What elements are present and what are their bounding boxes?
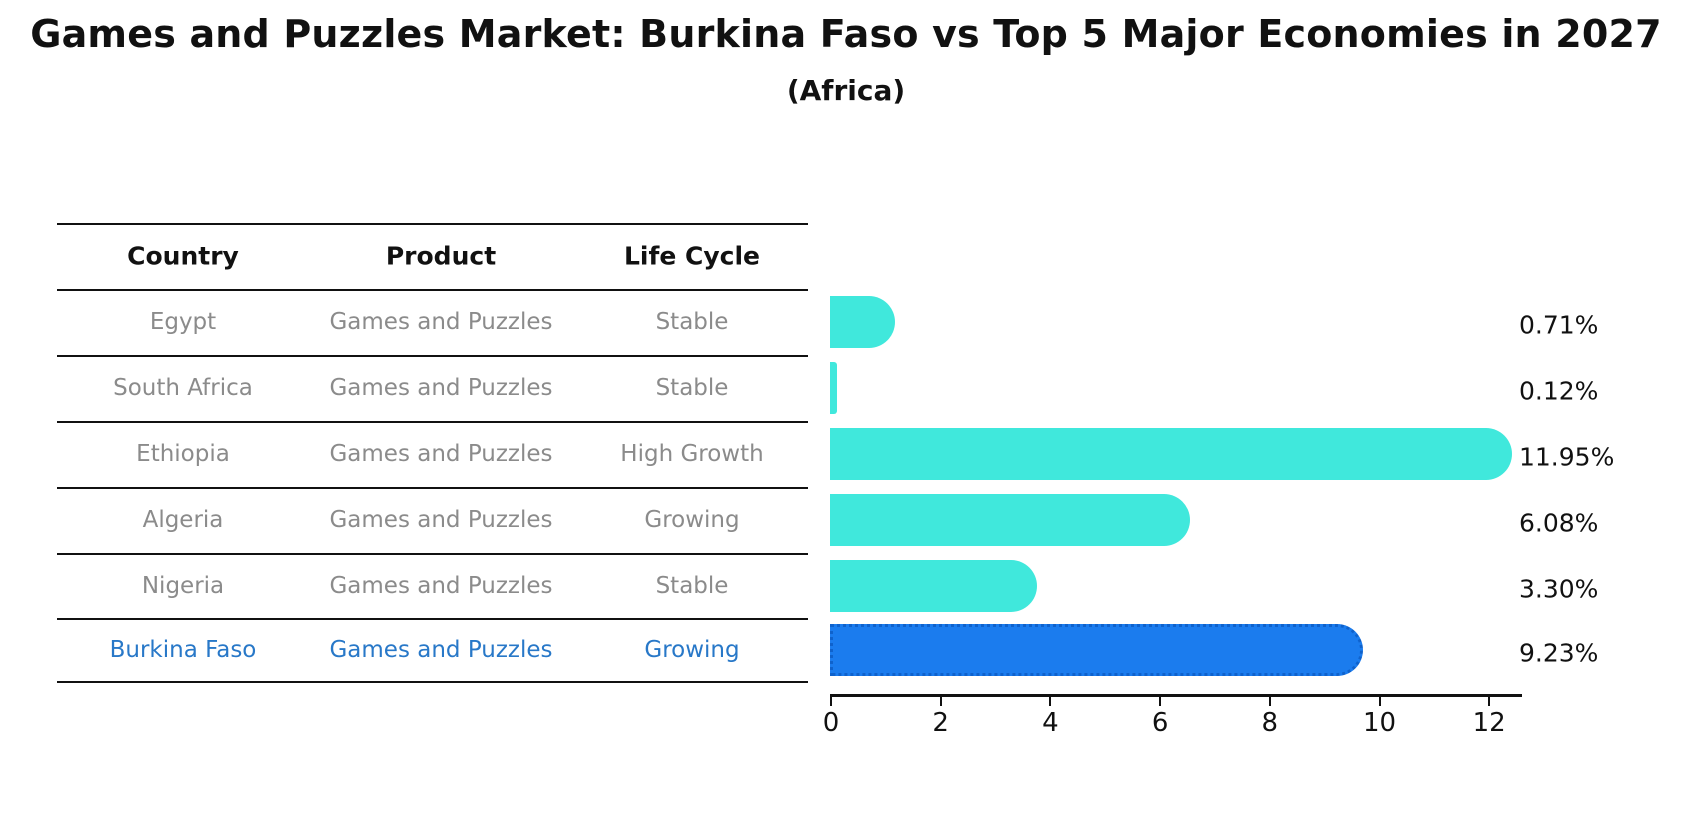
- row-separator-line: [57, 355, 808, 357]
- x-axis-tick-label: 12: [1472, 708, 1506, 738]
- x-axis-tick-label: 6: [1151, 708, 1169, 738]
- cell-product: Games and Puzzles: [329, 375, 553, 401]
- x-axis-tick-label: 8: [1261, 708, 1279, 738]
- cell-lifecycle: Stable: [655, 572, 729, 599]
- bar-value-label: 3.30%: [1519, 574, 1599, 603]
- x-axis-tick: [1378, 697, 1381, 706]
- x-axis-tick-label: 2: [932, 708, 949, 738]
- x-axis-tick: [939, 697, 942, 706]
- cell-product: Games and Puzzles: [329, 636, 553, 663]
- table-header-country: Country: [127, 241, 239, 271]
- bar-burkina-faso: [830, 623, 1363, 676]
- x-axis-tick: [1488, 697, 1491, 706]
- x-axis-tick: [1049, 697, 1052, 706]
- cell-lifecycle: High Growth: [620, 441, 764, 467]
- table-header-product: Product: [385, 241, 497, 271]
- row-separator-line: [57, 618, 808, 620]
- bar-value-label: 6.08%: [1519, 508, 1599, 538]
- cell-lifecycle: Stable: [655, 309, 729, 335]
- bar-value-label: 0.12%: [1519, 376, 1599, 406]
- x-axis-tick: [1268, 697, 1271, 706]
- cell-country: Nigeria: [141, 572, 225, 599]
- bar-value-label: 9.23%: [1519, 638, 1599, 667]
- cell-country: Ethiopia: [136, 441, 230, 467]
- cell-product: Games and Puzzles: [329, 572, 553, 599]
- cell-country: Burkina Faso: [109, 636, 257, 663]
- row-separator-line: [57, 553, 808, 555]
- x-axis-tick-label: 10: [1362, 708, 1397, 738]
- bar-nigeria: [830, 559, 1038, 612]
- bar-egypt: [830, 296, 895, 348]
- bar-algeria: [830, 494, 1190, 546]
- x-axis-tick: [1159, 697, 1162, 706]
- cell-country: Algeria: [142, 507, 224, 533]
- x-axis-tick-label: 0: [822, 708, 840, 738]
- cell-product: Games and Puzzles: [329, 507, 553, 533]
- bar-ethiopia: [830, 428, 1513, 480]
- x-axis-tick-label: 4: [1042, 708, 1059, 738]
- table-header-lifecycle: Life Cycle: [623, 241, 761, 271]
- cell-lifecycle: Growing: [644, 507, 740, 533]
- row-separator-line: [57, 421, 808, 423]
- bar-value-label: 0.71%: [1519, 310, 1599, 340]
- cell-lifecycle: Stable: [655, 375, 729, 401]
- x-axis-tick: [830, 697, 832, 706]
- row-separator-line: [57, 681, 808, 683]
- page-subtitle: (Africa): [786, 74, 906, 107]
- cell-product: Games and Puzzles: [329, 309, 553, 335]
- cell-product: Games and Puzzles: [329, 441, 553, 467]
- x-axis-line: [830, 694, 1522, 697]
- row-separator-line: [57, 289, 808, 291]
- cell-country: Egypt: [149, 309, 217, 335]
- bar-value-label: 11.95%: [1519, 442, 1615, 472]
- row-separator-line: [57, 223, 808, 225]
- bar-south-africa: [830, 362, 837, 414]
- cell-country: South Africa: [113, 375, 253, 401]
- cell-lifecycle: Growing: [644, 636, 740, 663]
- page-title: Games and Puzzles Market: Burkina Faso v…: [30, 12, 1662, 56]
- row-separator-line: [57, 487, 808, 489]
